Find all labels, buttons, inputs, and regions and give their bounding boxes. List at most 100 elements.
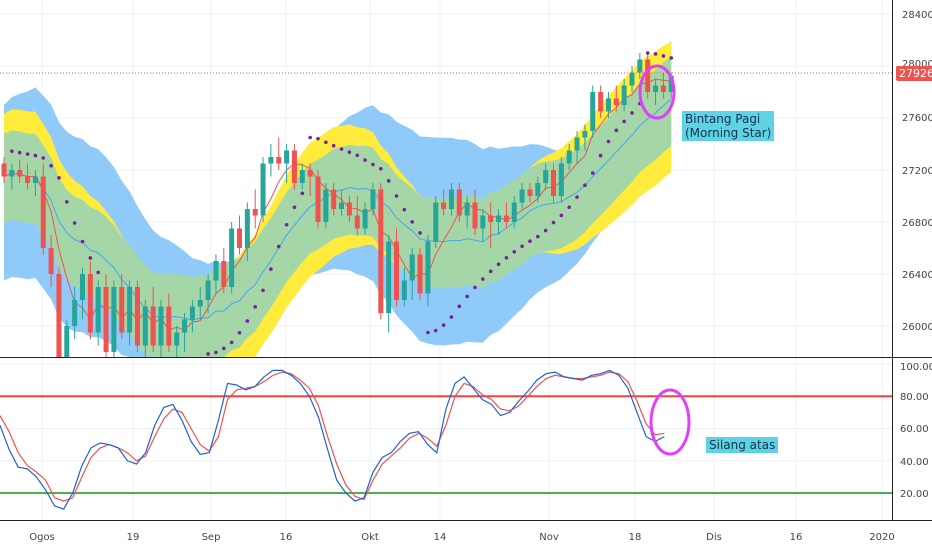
candle-body (480, 215, 486, 229)
candle (72, 287, 78, 339)
candle (409, 248, 415, 300)
psar-dot (630, 111, 634, 115)
psar-dot (496, 262, 501, 267)
candle-body (456, 189, 462, 216)
psar-dot (214, 350, 218, 355)
candle-body (119, 287, 125, 333)
stoch-cross-annotation[interactable]: Silang atas (706, 437, 779, 453)
candle (134, 280, 140, 352)
price-tick-label: 28000 (902, 59, 932, 70)
time-tick-label: 16 (280, 532, 293, 543)
stochastic-axis[interactable]: 100.00 80.00 60.00 40.00 20.00 (900, 362, 932, 500)
time-tick-label: 18 (629, 532, 642, 543)
psar-dot (394, 194, 399, 198)
candle-body (95, 287, 101, 333)
psar-dot (269, 267, 273, 271)
candle (260, 157, 266, 222)
candle-body (205, 280, 211, 300)
candle-body (503, 215, 509, 222)
psar-dot (206, 352, 210, 356)
psar-dot (49, 163, 53, 168)
psar-dot (276, 244, 281, 249)
candle (574, 131, 580, 164)
time-tick-label: 19 (127, 532, 140, 543)
candle (370, 183, 376, 216)
candle (205, 274, 211, 313)
psar-dot (229, 340, 234, 345)
candle (488, 202, 494, 248)
psar-dot (583, 183, 587, 188)
candle (629, 66, 635, 92)
candle (511, 196, 517, 229)
candle-body (598, 92, 604, 112)
psar-dot (292, 205, 297, 210)
stoch-cross-highlight (649, 388, 691, 456)
psar-dot (590, 171, 595, 175)
stoch-tick-label: 80.00 (900, 392, 929, 403)
psar-dot (261, 288, 265, 293)
candle-body (613, 98, 619, 105)
time-tick-label: Nov (539, 532, 559, 543)
candle (103, 274, 109, 357)
candle-body (354, 215, 360, 229)
psar-dot (88, 256, 93, 260)
candle-body (433, 202, 439, 242)
candle-body (197, 300, 203, 307)
candle (32, 170, 38, 196)
candle (558, 157, 564, 203)
psar-dot (645, 51, 650, 55)
candle-body (496, 215, 502, 222)
candle (87, 261, 93, 339)
candle (590, 85, 596, 138)
candle-body (142, 306, 148, 346)
candle (244, 202, 250, 261)
time-tick-label: Okt (361, 532, 379, 543)
price-tick-label: 26400 (902, 270, 932, 281)
candle-body (488, 215, 494, 222)
candle (291, 144, 297, 190)
psar-dot (551, 220, 556, 225)
psar-dot (308, 135, 312, 140)
psar-dot (410, 220, 415, 224)
psar-dot (57, 176, 61, 180)
candle-body (127, 287, 133, 333)
candle-body (1, 163, 7, 177)
psar-dot (371, 162, 375, 167)
candle-body (574, 137, 580, 151)
candle-body (653, 85, 659, 92)
slow-moving-average-line (3, 98, 672, 321)
price-tick-label: 26000 (902, 322, 932, 333)
price-axis[interactable]: 28400 28000 27600 27200 26800 26400 2600… (902, 10, 932, 333)
candle-body (103, 287, 109, 352)
psar-dot (614, 128, 619, 133)
stoch-tick-label: 20.00 (900, 489, 929, 500)
psar-dot (253, 305, 257, 309)
candle-body (244, 209, 250, 248)
time-axis[interactable]: Ogos 19 Sep 16 Okt 14 Nov 18 Dis 16 2020 (29, 532, 895, 543)
candle (221, 248, 227, 294)
candle (174, 326, 180, 357)
candle-body (87, 274, 93, 333)
candle (80, 267, 85, 320)
candle-body (339, 202, 345, 209)
candle-body (543, 170, 549, 183)
candle-body (425, 241, 431, 294)
morning-star-annotation[interactable]: Bintang Pagi (Morning Star) (682, 111, 775, 141)
psar-dot (567, 205, 571, 210)
morning-star-line2: (Morning Star) (685, 126, 772, 140)
candle-body (441, 202, 447, 209)
psar-dot (488, 269, 493, 274)
morning-star-line1: Bintang Pagi (685, 112, 761, 126)
time-tick-label: 14 (434, 532, 447, 543)
candle-body (56, 274, 62, 357)
price-tick-label: 27200 (902, 166, 932, 177)
psar-dot (363, 158, 367, 162)
candlestick-series (1, 53, 674, 357)
candle-body (362, 209, 368, 229)
psar-dot (300, 191, 305, 196)
candle (339, 189, 345, 216)
psar-dot (575, 195, 579, 199)
candle-body (464, 202, 470, 216)
candle-body (394, 241, 399, 300)
